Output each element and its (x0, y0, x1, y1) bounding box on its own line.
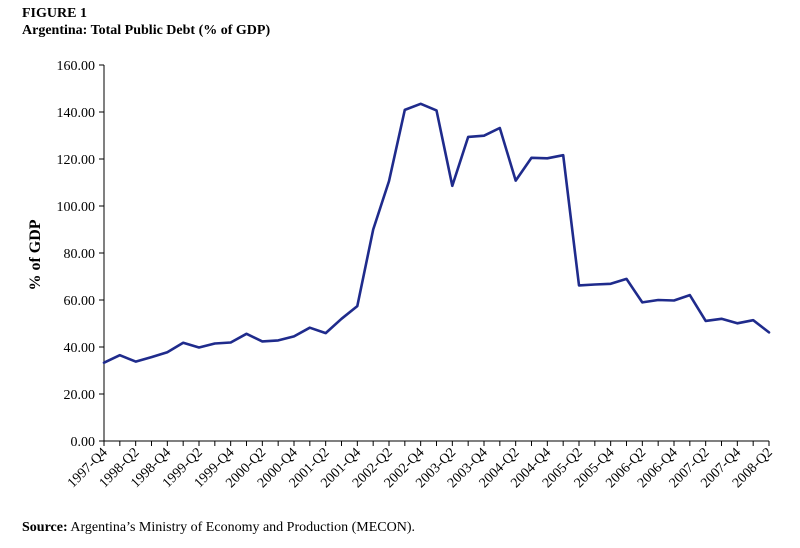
figure-label: FIGURE 1 (22, 6, 87, 21)
y-axis-label: % of GDP (27, 219, 44, 290)
x-axis: 1997-Q41998-Q21998-Q41999-Q21999-Q42000-… (65, 440, 776, 491)
y-tick-label: 40.00 (64, 341, 96, 356)
y-tick-label: 100.00 (57, 200, 96, 215)
y-tick-label: 120.00 (57, 153, 96, 168)
y-tick-label: 0.00 (71, 435, 96, 450)
y-tick-label: 160.00 (57, 59, 96, 74)
source-note: Source: Argentina’s Ministry of Economy … (22, 520, 415, 536)
source-prefix: Source: (22, 520, 68, 535)
y-tick-label: 60.00 (64, 294, 96, 309)
series-group (102, 102, 771, 365)
series-line (102, 102, 771, 365)
y-tick-label: 140.00 (57, 106, 96, 121)
y-tick-label: 20.00 (64, 388, 96, 403)
y-tick-label: 80.00 (64, 247, 96, 262)
y-axis: 0.00 20.00 40.00 60.00 80.00 100.00 120.00 140.… (57, 59, 105, 450)
source-text: Argentina’s Ministry of Economy and Prod… (67, 520, 415, 535)
chart-title: Argentina: Total Public Debt (% of GDP) (22, 23, 271, 38)
